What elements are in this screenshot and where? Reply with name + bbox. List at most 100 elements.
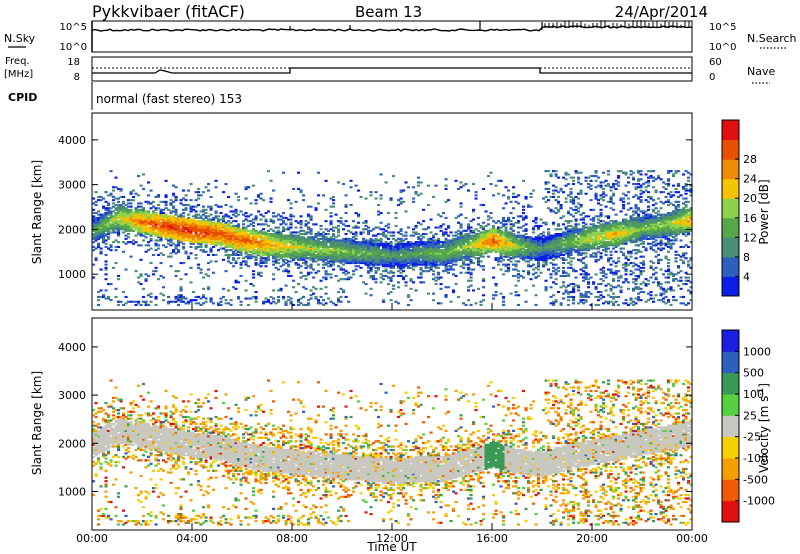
power-cell [442,270,446,273]
freq-label: Freq. [5,56,30,67]
power-cell [287,265,291,268]
power-cell [182,218,186,221]
power-cell [537,245,541,248]
power-cell [449,242,453,245]
power-cell [172,224,176,227]
power-cell [247,265,251,268]
power-cell [132,199,136,202]
power-cell [419,257,423,260]
power-cell [94,223,98,226]
power-cell [204,221,208,224]
power-cell [332,257,336,260]
power-cell [379,257,383,260]
power-cell [559,216,563,219]
power-cell [142,287,146,290]
power-cell [527,245,531,248]
power-cell [497,179,501,182]
power-cell [589,239,593,242]
power-cell [587,278,591,281]
power-cell [462,184,466,187]
power-cell [407,244,411,247]
power-cell [554,247,558,250]
power-cell [319,233,323,236]
power-cell [517,234,521,237]
power-cell [234,253,238,256]
power-cell [174,221,178,224]
power-cell [349,244,353,247]
power-cell [314,236,318,239]
power-cell [459,237,463,240]
power-cell [192,228,196,231]
power-cell [204,186,208,189]
power-cell [292,187,296,190]
power-cell [234,192,238,195]
power-cell [399,245,403,248]
power-cell [577,192,581,195]
power-cell [402,278,406,281]
power-cell [337,231,341,234]
power-cell [319,237,323,240]
power-cell [152,228,156,231]
power-cell [417,244,421,247]
power-cell [97,242,101,245]
power-cell [229,216,233,219]
power-cell [199,215,203,218]
power-cell [509,231,513,234]
power-cell [154,195,158,198]
power-cell [549,210,553,213]
power-cell [284,284,288,287]
power-cell [397,255,401,258]
power-cell [377,263,381,266]
power-cell [464,236,468,239]
power-cell [439,252,443,255]
power-cell [164,215,168,218]
power-cell [384,244,388,247]
power-cell [189,199,193,202]
power-cell [502,273,506,276]
power-cell [522,252,526,255]
power-cell [387,242,391,245]
power-cell [189,207,193,210]
power-cell [502,250,506,253]
power-cell [444,239,448,242]
power-cell [402,247,406,250]
power-cell [592,216,596,219]
power-cell [172,207,176,210]
power-cell [397,274,401,277]
power-cell [292,253,296,256]
power-cell [284,247,288,250]
power-cell [414,265,418,268]
power-cell [289,244,293,247]
power-cell [574,284,578,287]
power-cell [109,194,113,197]
power-cell [324,250,328,253]
power-cell [319,244,323,247]
power-cell [192,236,196,239]
power-cell [129,202,133,205]
power-cell [449,257,453,260]
power-cell [277,245,281,248]
power-cell [207,262,211,265]
power-cell [149,229,153,232]
power-cell [167,236,171,239]
power-cell [502,300,506,303]
power-cell [179,239,183,242]
power-cell [237,253,241,256]
power-cell [567,224,571,227]
power-cell [532,228,536,231]
power-cell [149,221,153,224]
power-cell [289,297,293,300]
power-cell [214,236,218,239]
power-cell [214,224,218,227]
power-cell [304,223,308,226]
power-cell [324,262,328,265]
power-cell [514,242,518,245]
power-cell [232,237,236,240]
power-cell [369,263,373,266]
power-cell [479,242,483,245]
power-cell [577,229,581,232]
power-cell [594,258,598,261]
power-cell [554,283,558,286]
power-cell [192,229,196,232]
power-cell [289,231,293,234]
